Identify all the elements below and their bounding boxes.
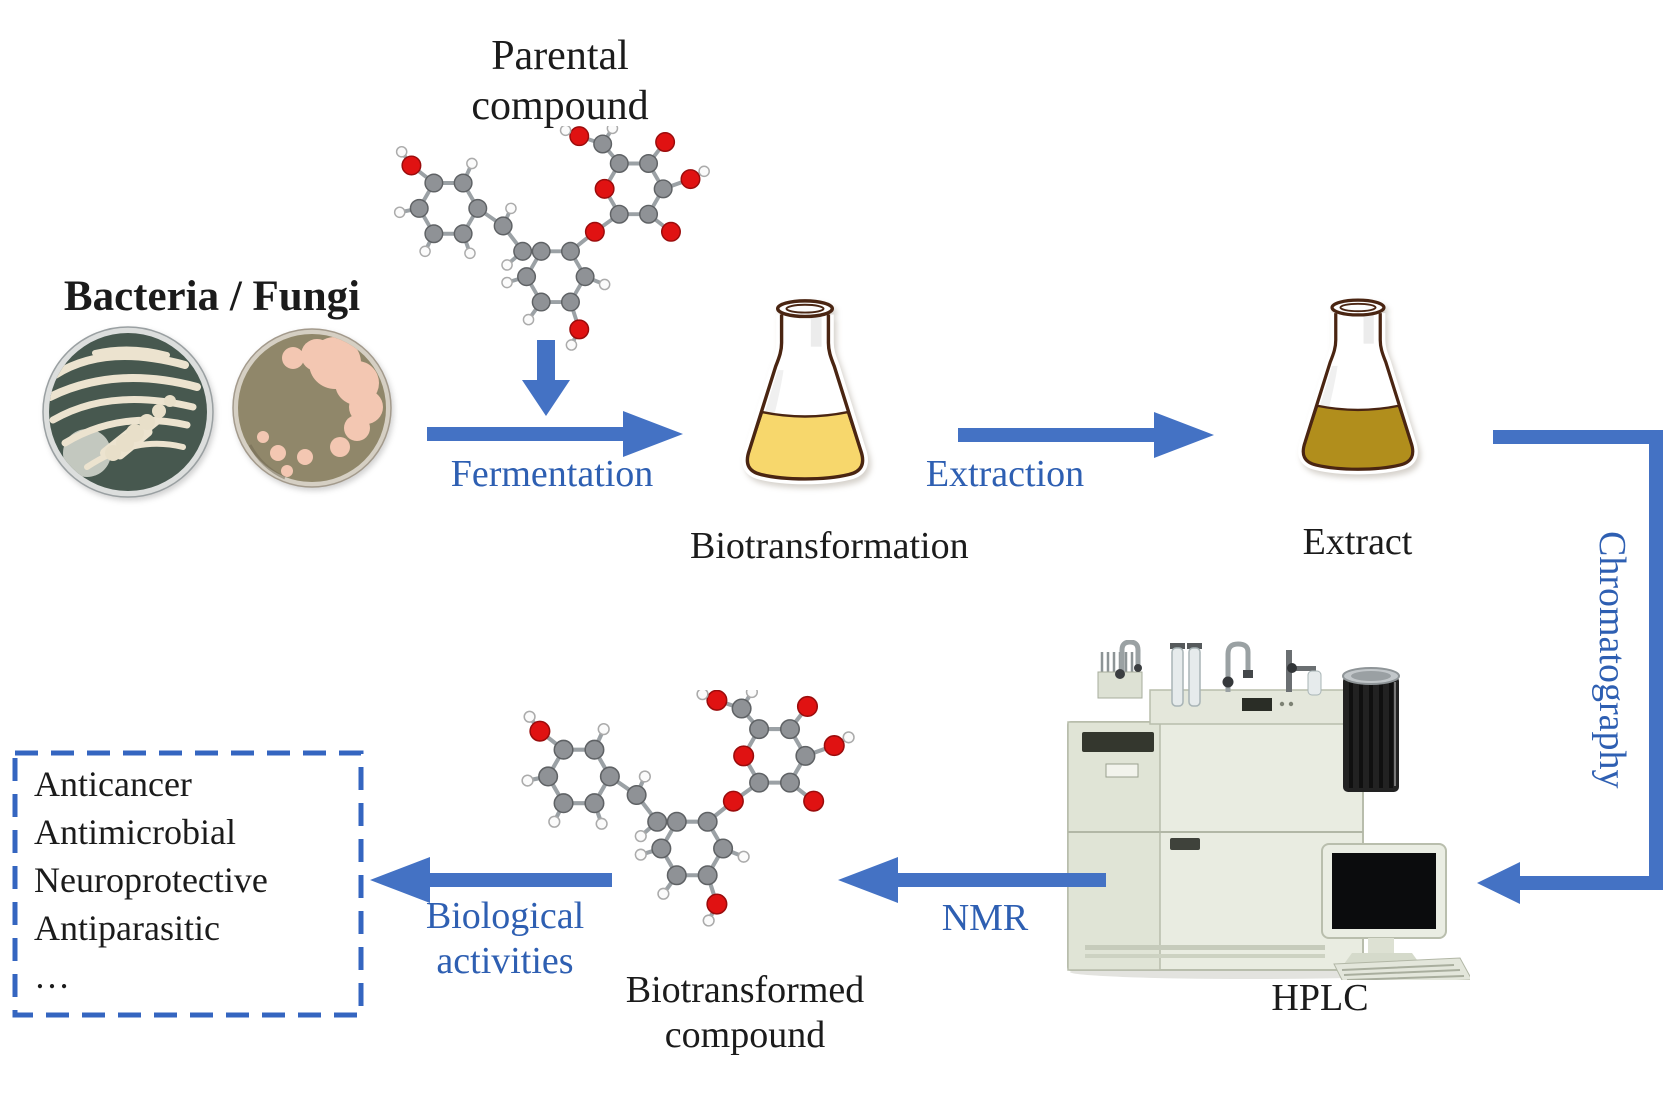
extraction-arrow-icon xyxy=(958,412,1214,458)
chromatography-arrow-icon xyxy=(1477,430,1663,904)
parental-compound-label: Parental compound xyxy=(425,32,695,131)
biological-activities-arrow-icon xyxy=(370,857,612,903)
activity-item-antiparasitic: Antiparasitic xyxy=(34,908,220,948)
bacteria-fungi-label: Bacteria / Fungi xyxy=(63,273,361,320)
biotransformed-compound-label-line2: compound xyxy=(664,1013,826,1056)
parental-down-arrow-icon xyxy=(522,340,570,416)
biotransformed-compound-label: Biotransformed compound xyxy=(605,968,885,1058)
biological-activities-label-line1: Biological xyxy=(425,895,585,937)
biological-activities-label: Biological activities xyxy=(385,894,625,984)
nmr-label: NMR xyxy=(941,897,1029,939)
hplc-instrument-image xyxy=(1067,640,1470,980)
biological-activities-list: Anticancer Antimicrobial Neuroprotective… xyxy=(34,760,344,1000)
biological-activities-label-line2: activities xyxy=(436,939,574,982)
petri-dishes-image xyxy=(42,326,392,498)
petri-dish-bacteria xyxy=(42,326,214,498)
extract-flask-icon xyxy=(1282,288,1434,492)
parental-compound-label-line2: compound xyxy=(471,82,649,129)
chromatography-label: Chromatography xyxy=(1591,531,1633,789)
biotransformed-compound-label-line1: Biotransformed xyxy=(625,969,865,1011)
extraction-label: Extraction xyxy=(925,453,1085,495)
biological-activities-box xyxy=(12,750,364,1018)
activity-item-ellipsis: … xyxy=(34,956,79,996)
extract-label: Extract xyxy=(1302,521,1413,563)
parental-compound-label-line1: Parental xyxy=(491,33,629,79)
fermentation-arrow-icon xyxy=(427,411,683,457)
biotransformation-flask-icon xyxy=(725,288,885,503)
biotransformation-label: Biotransformation xyxy=(690,525,969,567)
petri-dish-fungi xyxy=(232,328,392,488)
activity-item-neuroprotective: Neuroprotective xyxy=(34,860,268,900)
parental-compound-molecule-icon xyxy=(392,126,710,353)
hplc-label: HPLC xyxy=(1271,977,1369,1019)
activity-item-anticancer: Anticancer xyxy=(34,764,192,804)
nmr-arrow-icon xyxy=(838,857,1106,903)
activity-item-antimicrobial: Antimicrobial xyxy=(34,812,236,852)
fermentation-label: Fermentation xyxy=(450,453,654,495)
